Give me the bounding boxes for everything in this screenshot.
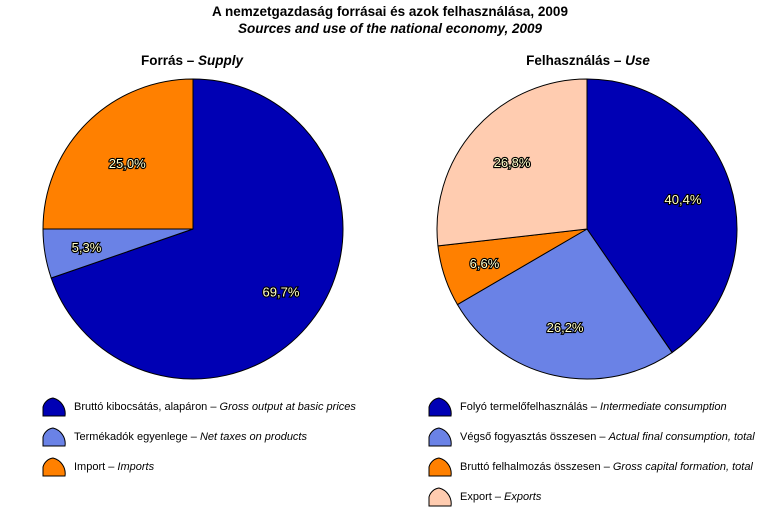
chart-titles: A nemzetgazdaság forrásai és azok felhas… [0,3,780,37]
legend-label-en: Net taxes on products [199,431,307,443]
slice-value-label: 40,4% [665,192,702,207]
use-title-hu: Felhasználás [526,53,611,68]
slice-value-label: 25,0% [109,156,146,171]
slice-value-label: 26,2% [547,320,584,335]
legend-label-en: Imports [117,461,155,473]
legend-label-hu: Export [460,491,492,503]
legend-swatch-icon [428,427,452,447]
legend-label-en: Intermediate consumption [600,401,727,413]
legend-label-hu: Termékadók egyenlege [74,431,188,443]
pie-slice [456,228,673,380]
supply-panel-title: Forrás – Supply [140,53,244,68]
supply-pie: 69,7% 5,3% 25,0% [42,78,344,380]
supply-title-hu: Forrás [140,53,183,68]
legend-separator: – [587,401,601,413]
use-title-en: Use [625,53,650,68]
legend-label-en: Actual final consumption, total [608,431,755,443]
legend-separator: – [600,461,613,473]
slice-value-label: 5,3% [72,240,102,255]
legend-label-en: Gross output at basic prices [219,401,356,413]
legend-label-hu: Folyó termelőfelhasználás [460,401,588,413]
slice-value-label: 69,7% [263,285,300,300]
legend-label-hu: Végső fogyasztás összesen [460,431,597,443]
pie-slice [586,78,738,354]
slice-value-label: 6,6% [470,256,500,271]
legend-separator: – [491,491,505,503]
use-panel-title: Felhasználás – Use [526,53,650,68]
legend-item: Végső fogyasztás összesen – Actual final… [428,426,755,448]
legend-swatch-icon [428,397,452,417]
use-pie: 40,4% 26,2% 6,6% 26,8% [436,78,738,380]
legend-separator: – [207,401,220,413]
legend-item: Export – Exports [428,486,541,508]
legend-separator: – [187,431,200,443]
slice-value-label: 26,8% [494,155,531,170]
supply-title-en: Supply [198,53,244,68]
main-subtitle: Sources and use of the national economy,… [237,21,543,36]
legend-item: Import – Imports [42,456,154,478]
legend-swatch-icon [428,457,452,477]
legend-label-hu: Bruttó kibocsátás, alapáron [74,401,208,413]
legend-swatch-icon [42,457,66,477]
legend-swatch-icon [428,487,452,507]
main-title: A nemzetgazdaság forrásai és azok felhas… [212,4,568,19]
legend-item: Bruttó kibocsátás, alapáron – Gross outp… [42,396,356,418]
legend-separator: – [105,461,118,473]
legend-item: Folyó termelőfelhasználás – Intermediate… [428,396,727,418]
legend-item: Bruttó felhalmozás összesen – Gross capi… [428,456,753,478]
pie-slice [42,78,194,230]
legend-label-en: Exports [504,491,542,503]
pie-slice [50,78,344,380]
legend-item: Termékadók egyenlege – Net taxes on prod… [42,426,307,448]
legend-label-en: Gross capital formation, total [612,461,753,473]
legend-swatch-icon [42,427,66,447]
legend-label-hu: Bruttó felhalmozás összesen [460,461,601,473]
pie-slice [436,78,588,247]
legend-swatch-icon [42,397,66,417]
legend-separator: – [596,431,609,443]
legend-label-hu: Import [74,461,106,473]
